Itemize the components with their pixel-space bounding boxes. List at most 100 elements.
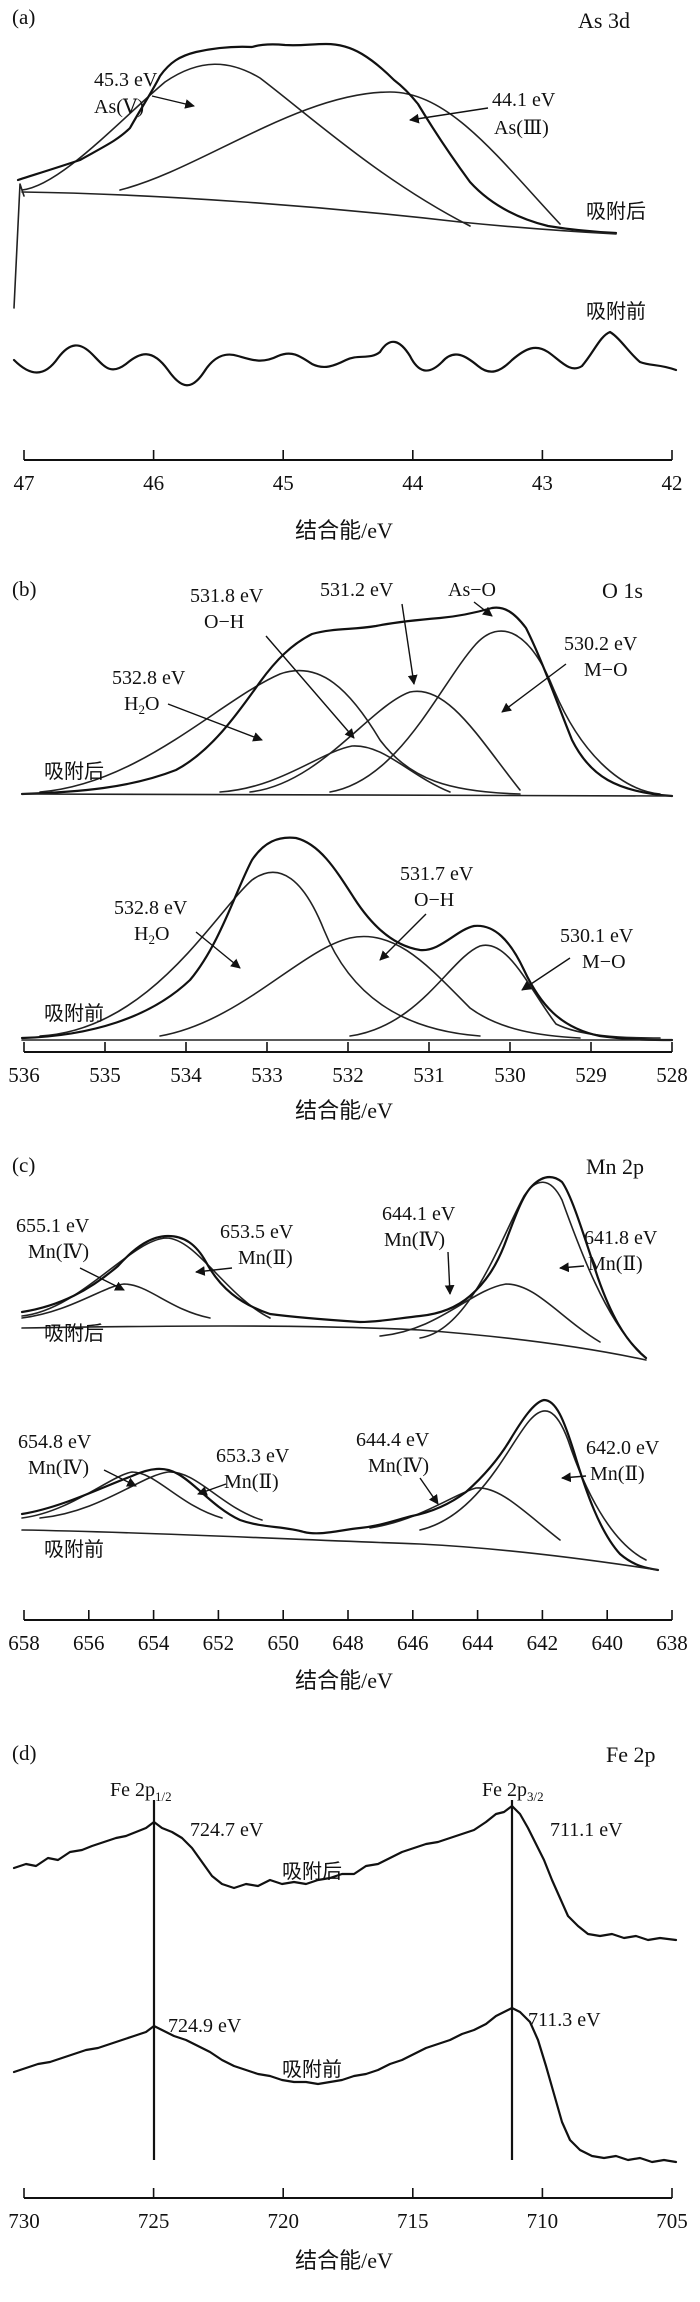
panel-c-xlabel: 结合能/eV: [295, 1668, 393, 1693]
o1s-before-peak-h2o-energy: 532.8 eV: [114, 897, 188, 919]
mn2p-before-peak1-species: Mn(Ⅳ): [28, 1457, 89, 1479]
mn2p-before-component-mnIV-2p12: [21, 1471, 223, 1519]
mn2p-after-peak2-arrow: [195, 1266, 233, 1276]
mn2p-after-peak1-species: Mn(Ⅳ): [28, 1241, 89, 1263]
x-tick-label: 720: [267, 2209, 299, 2233]
panel-c-ticks: 658 656 654 652 650 648 646 644 642 640 638: [8, 1610, 688, 1655]
o1s-before-peak-h2o-species: H2O: [134, 923, 169, 947]
mn2p-before-envelope: [20, 1398, 660, 1572]
panel-a-ticks: 47 46 45 44 43 42: [14, 450, 683, 495]
x-tick-label: 43: [532, 471, 553, 495]
x-tick-label: 528: [656, 1063, 688, 1087]
mn2p-before-component-mnIV-2p32: [369, 1487, 561, 1541]
mn2p-before-peak4-energy: 642.0 eV: [586, 1437, 660, 1459]
mn2p-before-label: 吸附前: [44, 1538, 104, 1561]
as3d-before-trace: [12, 330, 678, 387]
fe2p32-label: Fe 2p3/2: [482, 1779, 544, 1804]
mn2p-after-peak3-energy: 644.1 eV: [382, 1203, 456, 1225]
o1s-before-label: 吸附前: [44, 1002, 104, 1025]
panel-d-title: Fe 2p: [606, 1742, 656, 1767]
x-tick-label: 45: [273, 471, 294, 495]
o1s-after-baseline: [21, 793, 673, 797]
as3d-after-envelope: [16, 42, 618, 235]
x-tick-label: 710: [527, 2209, 559, 2233]
panel-d-label: (d): [12, 1741, 37, 1765]
mn2p-after-peak4-energy: 641.8 eV: [584, 1227, 658, 1249]
mn2p-after-peak4-arrow: [559, 1262, 585, 1273]
mn2p-before-peak4-arrow: [561, 1472, 587, 1483]
fe2p-after-label: 吸附后: [282, 1860, 342, 1883]
x-tick-label: 529: [575, 1063, 607, 1087]
mn2p-after-baseline: [21, 1325, 647, 1361]
fe2p-after-trace: [12, 1804, 678, 1942]
panel-d: (d) Fe 2p Fe 2p1/2 Fe 2p3/2 吸附后 724.7 eV…: [8, 1741, 688, 2273]
as3d-after-edge: [13, 183, 25, 309]
o1s-after-component-aso: [249, 690, 521, 793]
as3d-after-component-asV: [21, 63, 471, 227]
mn2p-before-peak1-arrow: [103, 1469, 137, 1487]
panel-a-title: As 3d: [578, 8, 630, 33]
o1s-after-peak-aso-species: As−O: [448, 579, 496, 601]
o1s-after-peak-oh-energy: 531.8 eV: [190, 585, 264, 607]
x-tick-label: 656: [73, 1631, 105, 1655]
panel-b-ticks: 536 535 534 533 532 531 530 529 528: [8, 1042, 688, 1087]
x-tick-label: 531: [413, 1063, 445, 1087]
x-tick-label: 532: [332, 1063, 364, 1087]
mn2p-after-peak2-species: Mn(Ⅱ): [238, 1247, 293, 1269]
mn2p-before-peak3-energy: 644.4 eV: [356, 1429, 430, 1451]
as3d-before-label: 吸附前: [586, 300, 646, 323]
o1s-before-oh-arrow: [379, 913, 427, 961]
mn2p-before-peak2-energy: 653.3 eV: [216, 1445, 290, 1467]
o1s-after-peak-oh-species: O−H: [204, 611, 244, 633]
x-tick-label: 654: [138, 1631, 170, 1655]
as3d-asIII-arrow: [409, 107, 489, 124]
mn2p-before-baseline: [21, 1529, 659, 1571]
x-tick-label: 533: [251, 1063, 283, 1087]
panel-a-label: (a): [12, 5, 35, 29]
mn2p-after-peak4-species: Mn(Ⅱ): [588, 1253, 643, 1275]
fe2p-before-trace: [12, 2006, 678, 2164]
mn2p-before-peak3-species: Mn(Ⅳ): [368, 1455, 429, 1477]
o1s-after-component-mo: [329, 630, 661, 795]
fe2p-before-peak1-energy: 724.9 eV: [168, 2015, 242, 2037]
o1s-after-h2o-arrow: [167, 703, 263, 742]
as3d-peak-asV-species: As(Ⅴ): [94, 96, 144, 118]
mn2p-before-component-mnII-2p12: [39, 1471, 263, 1521]
mn2p-before-component-mnII-2p32: [419, 1410, 647, 1561]
panel-c-label: (c): [12, 1153, 35, 1177]
o1s-after-mo-arrow: [501, 663, 567, 713]
x-tick-label: 725: [138, 2209, 170, 2233]
o1s-after-oh-arrow: [265, 635, 355, 739]
o1s-after-peak-aso-energy: 531.2 eV: [320, 579, 394, 601]
panel-d-xlabel: 结合能/eV: [295, 2248, 393, 2273]
mn2p-after-component-mnIV-2p12: [21, 1283, 211, 1319]
panel-c-title: Mn 2p: [586, 1154, 644, 1179]
as3d-peak-asIII-species: As(Ⅲ): [494, 117, 549, 139]
x-tick-label: 650: [267, 1631, 299, 1655]
x-tick-label: 44: [402, 471, 424, 495]
o1s-before-envelope: [20, 836, 674, 1042]
x-tick-label: 47: [14, 471, 35, 495]
as3d-after-baseline: [21, 191, 617, 235]
mn2p-before-peak1-energy: 654.8 eV: [18, 1431, 92, 1453]
o1s-after-aso-arrow: [401, 603, 418, 685]
panel-a-xlabel: 结合能/eV: [295, 518, 393, 543]
fe2p-before-peak2-energy: 711.3 eV: [528, 2009, 601, 2031]
o1s-before-peak-mo-species: M−O: [582, 951, 626, 973]
o1s-before-component-oh: [159, 935, 581, 1039]
mn2p-after-peak2-energy: 653.5 eV: [220, 1221, 294, 1243]
o1s-after-peak-h2o-species: H2O: [124, 693, 159, 717]
mn2p-before-peak4-species: Mn(Ⅱ): [590, 1463, 645, 1485]
fe2p-after-peak2-energy: 711.1 eV: [550, 1819, 623, 1841]
o1s-before-peak-oh-energy: 531.7 eV: [400, 863, 474, 885]
as3d-peak-asV-energy: 45.3 eV: [94, 69, 158, 91]
as3d-after-label: 吸附后: [586, 200, 646, 223]
o1s-after-envelope: [20, 606, 674, 798]
mn2p-after-peak3-species: Mn(Ⅳ): [384, 1229, 445, 1251]
x-tick-label: 705: [656, 2209, 688, 2233]
o1s-after-component-h2o: [39, 669, 521, 795]
panel-b: (b) O 1s 吸附后 531.8 eV O−H 531.2 eV As−O …: [8, 577, 688, 1123]
o1s-after-label: 吸附后: [44, 760, 104, 783]
mn2p-after-component-mnIV-2p32: [379, 1283, 601, 1343]
